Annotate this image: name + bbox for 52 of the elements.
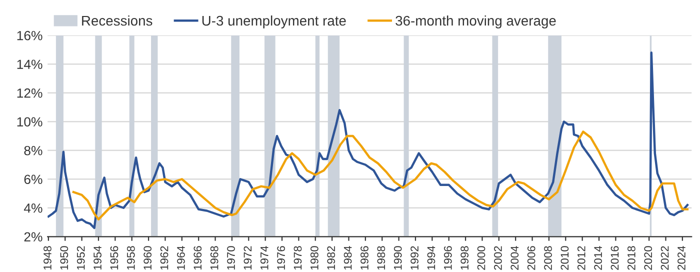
- x-tick-label: 1974: [260, 246, 268, 270]
- x-tick-label: 2024: [678, 246, 686, 270]
- x-tick-label: 1956: [110, 246, 118, 270]
- x-tick-label: 2010: [560, 246, 569, 270]
- line-series: [72, 130, 689, 220]
- y-tick-label: 4%: [24, 204, 42, 213]
- x-tick-label: 1964: [177, 246, 185, 270]
- x-tick-label: 1968: [210, 246, 218, 270]
- x-tick-label: 1982: [327, 246, 336, 270]
- x-tick-label: 2022: [660, 246, 669, 270]
- x-tick-label: 1962: [160, 246, 168, 270]
- line-series: [48, 52, 689, 230]
- legend-label: Recessions: [82, 15, 152, 26]
- y-tick-label: 14%: [17, 60, 42, 69]
- x-tick-label: 2002: [494, 246, 502, 270]
- x-tick-label: 1998: [460, 246, 469, 270]
- x-tick-label: 1976: [277, 246, 285, 270]
- x-tick-label: 1996: [444, 246, 452, 270]
- x-tick-label: 1954: [94, 246, 102, 270]
- y-tick-label: 16%: [17, 30, 42, 40]
- x-tick-label: 1948: [44, 246, 52, 270]
- y-tick-label: 6%: [24, 174, 42, 184]
- x-tick-label: 2012: [577, 246, 586, 270]
- x-tick-label: 1950: [60, 246, 68, 270]
- x-tick-label: 1984: [344, 246, 352, 270]
- x-tick-label: 1994: [427, 246, 436, 270]
- y-tick-label: 12%: [17, 88, 42, 98]
- x-tick-label: 1978: [294, 246, 302, 270]
- x-tick-label: 2018: [627, 246, 636, 270]
- x-tick-label: 2006: [527, 246, 536, 270]
- x-tick-label: 1992: [410, 246, 418, 270]
- x-tick-label: 2014: [594, 246, 602, 270]
- x-tick-label: 2008: [544, 246, 552, 270]
- y-tick-label: 8%: [24, 146, 42, 156]
- x-tick-label: 1972: [244, 246, 252, 270]
- x-tick-label: 1980: [310, 246, 318, 270]
- y-tick-label: 10%: [17, 117, 42, 127]
- x-tick-label: 1960: [144, 246, 152, 270]
- x-tick-label: 1966: [194, 246, 202, 270]
- legend-label: 36-month moving average: [396, 15, 556, 28]
- x-tick-label: 1958: [126, 246, 135, 270]
- x-tick-label: 1988: [377, 246, 386, 270]
- x-tick-label: 2016: [610, 246, 619, 270]
- x-tick-label: 1952: [76, 246, 85, 270]
- x-tick-label: 1990: [394, 246, 402, 270]
- y-tick-label: 2%: [24, 232, 42, 242]
- legend-label: U-3 unemployment rate: [202, 15, 346, 28]
- x-tick-label: 2020: [644, 246, 652, 270]
- x-tick-label: 1970: [227, 246, 235, 270]
- x-tick-label: 2000: [477, 246, 486, 270]
- x-tick-label: 1986: [360, 246, 368, 270]
- x-tick-label: 2004: [510, 246, 519, 270]
